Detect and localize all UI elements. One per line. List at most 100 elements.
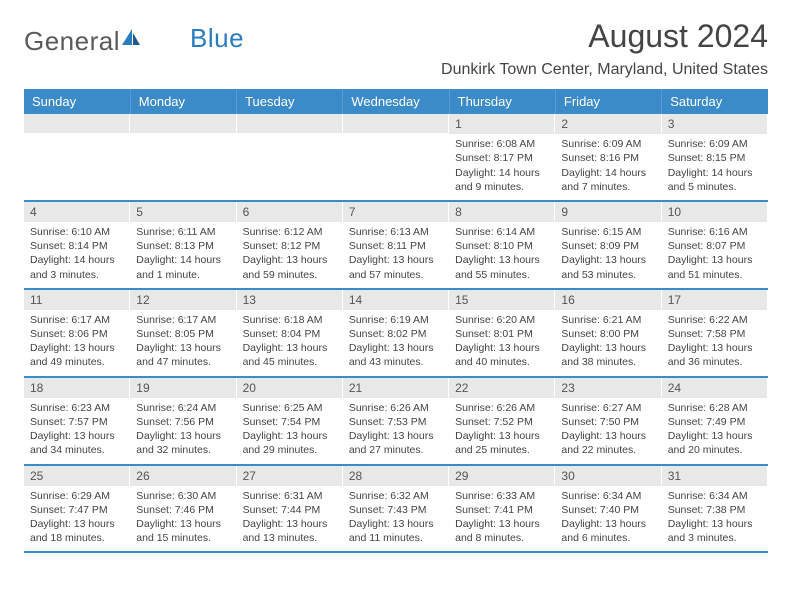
day-cell: 24Sunrise: 6:28 AMSunset: 7:49 PMDayligh… <box>662 377 768 465</box>
day-number: 16 <box>555 290 661 310</box>
day-content: Sunrise: 6:21 AMSunset: 8:00 PMDaylight:… <box>555 310 661 376</box>
day-cell: 18Sunrise: 6:23 AMSunset: 7:57 PMDayligh… <box>24 377 130 465</box>
day-cell: 15Sunrise: 6:20 AMSunset: 8:01 PMDayligh… <box>449 289 555 377</box>
day-number: 8 <box>449 202 555 222</box>
day-header-sun: Sunday <box>24 89 130 114</box>
day-cell: 7Sunrise: 6:13 AMSunset: 8:11 PMDaylight… <box>343 201 449 289</box>
logo: General Blue <box>24 26 244 57</box>
day-number: 1 <box>449 114 555 134</box>
day-content: Sunrise: 6:29 AMSunset: 7:47 PMDaylight:… <box>24 486 130 552</box>
day-number: 22 <box>449 378 555 398</box>
empty-day <box>130 114 236 133</box>
day-content: Sunrise: 6:19 AMSunset: 8:02 PMDaylight:… <box>343 310 449 376</box>
empty-day <box>24 114 130 133</box>
day-number: 21 <box>343 378 449 398</box>
day-content: Sunrise: 6:20 AMSunset: 8:01 PMDaylight:… <box>449 310 555 376</box>
empty-day <box>343 114 449 133</box>
month-title: August 2024 <box>441 18 768 55</box>
day-number: 3 <box>662 114 768 134</box>
day-cell: 19Sunrise: 6:24 AMSunset: 7:56 PMDayligh… <box>130 377 236 465</box>
day-content: Sunrise: 6:13 AMSunset: 8:11 PMDaylight:… <box>343 222 449 288</box>
day-cell <box>343 114 449 201</box>
day-cell: 3Sunrise: 6:09 AMSunset: 8:15 PMDaylight… <box>662 114 768 201</box>
day-number: 18 <box>24 378 130 398</box>
day-content: Sunrise: 6:26 AMSunset: 7:53 PMDaylight:… <box>343 398 449 464</box>
day-content: Sunrise: 6:14 AMSunset: 8:10 PMDaylight:… <box>449 222 555 288</box>
day-content: Sunrise: 6:32 AMSunset: 7:43 PMDaylight:… <box>343 486 449 552</box>
day-content: Sunrise: 6:34 AMSunset: 7:40 PMDaylight:… <box>555 486 661 552</box>
day-content: Sunrise: 6:25 AMSunset: 7:54 PMDaylight:… <box>237 398 343 464</box>
day-number: 26 <box>130 466 236 486</box>
day-number: 25 <box>24 466 130 486</box>
day-cell: 5Sunrise: 6:11 AMSunset: 8:13 PMDaylight… <box>130 201 236 289</box>
day-content: Sunrise: 6:17 AMSunset: 8:05 PMDaylight:… <box>130 310 236 376</box>
day-cell: 20Sunrise: 6:25 AMSunset: 7:54 PMDayligh… <box>237 377 343 465</box>
day-number: 2 <box>555 114 661 134</box>
week-row: 4Sunrise: 6:10 AMSunset: 8:14 PMDaylight… <box>24 201 768 289</box>
day-header-tue: Tuesday <box>237 89 343 114</box>
day-content: Sunrise: 6:11 AMSunset: 8:13 PMDaylight:… <box>130 222 236 288</box>
day-number: 13 <box>237 290 343 310</box>
day-cell: 28Sunrise: 6:32 AMSunset: 7:43 PMDayligh… <box>343 465 449 553</box>
day-cell: 1Sunrise: 6:08 AMSunset: 8:17 PMDaylight… <box>449 114 555 201</box>
day-number: 5 <box>130 202 236 222</box>
day-content: Sunrise: 6:27 AMSunset: 7:50 PMDaylight:… <box>555 398 661 464</box>
day-number: 12 <box>130 290 236 310</box>
header: General Blue August 2024 Dunkirk Town Ce… <box>24 18 768 89</box>
sail-icon <box>120 27 142 54</box>
day-content: Sunrise: 6:09 AMSunset: 8:16 PMDaylight:… <box>555 134 661 200</box>
day-content: Sunrise: 6:15 AMSunset: 8:09 PMDaylight:… <box>555 222 661 288</box>
day-cell: 30Sunrise: 6:34 AMSunset: 7:40 PMDayligh… <box>555 465 661 553</box>
day-cell: 21Sunrise: 6:26 AMSunset: 7:53 PMDayligh… <box>343 377 449 465</box>
day-number: 17 <box>662 290 768 310</box>
day-content: Sunrise: 6:16 AMSunset: 8:07 PMDaylight:… <box>662 222 768 288</box>
day-header-row: Sunday Monday Tuesday Wednesday Thursday… <box>24 89 768 114</box>
day-number: 24 <box>662 378 768 398</box>
day-number: 31 <box>662 466 768 486</box>
calendar-body: 1Sunrise: 6:08 AMSunset: 8:17 PMDaylight… <box>24 114 768 552</box>
day-cell: 10Sunrise: 6:16 AMSunset: 8:07 PMDayligh… <box>662 201 768 289</box>
day-content: Sunrise: 6:30 AMSunset: 7:46 PMDaylight:… <box>130 486 236 552</box>
week-row: 25Sunrise: 6:29 AMSunset: 7:47 PMDayligh… <box>24 465 768 553</box>
day-cell: 29Sunrise: 6:33 AMSunset: 7:41 PMDayligh… <box>449 465 555 553</box>
day-cell: 27Sunrise: 6:31 AMSunset: 7:44 PMDayligh… <box>237 465 343 553</box>
day-header-mon: Monday <box>130 89 236 114</box>
empty-day <box>237 114 343 133</box>
day-number: 7 <box>343 202 449 222</box>
day-number: 20 <box>237 378 343 398</box>
week-row: 1Sunrise: 6:08 AMSunset: 8:17 PMDaylight… <box>24 114 768 201</box>
day-cell: 2Sunrise: 6:09 AMSunset: 8:16 PMDaylight… <box>555 114 661 201</box>
day-content: Sunrise: 6:28 AMSunset: 7:49 PMDaylight:… <box>662 398 768 464</box>
day-cell <box>24 114 130 201</box>
day-cell: 8Sunrise: 6:14 AMSunset: 8:10 PMDaylight… <box>449 201 555 289</box>
day-cell: 14Sunrise: 6:19 AMSunset: 8:02 PMDayligh… <box>343 289 449 377</box>
day-cell: 22Sunrise: 6:26 AMSunset: 7:52 PMDayligh… <box>449 377 555 465</box>
day-number: 4 <box>24 202 130 222</box>
logo-text-gray: General <box>24 26 120 57</box>
day-header-thu: Thursday <box>449 89 555 114</box>
day-number: 10 <box>662 202 768 222</box>
day-number: 6 <box>237 202 343 222</box>
day-cell: 23Sunrise: 6:27 AMSunset: 7:50 PMDayligh… <box>555 377 661 465</box>
day-content: Sunrise: 6:22 AMSunset: 7:58 PMDaylight:… <box>662 310 768 376</box>
week-row: 18Sunrise: 6:23 AMSunset: 7:57 PMDayligh… <box>24 377 768 465</box>
day-number: 9 <box>555 202 661 222</box>
day-content: Sunrise: 6:23 AMSunset: 7:57 PMDaylight:… <box>24 398 130 464</box>
day-content: Sunrise: 6:17 AMSunset: 8:06 PMDaylight:… <box>24 310 130 376</box>
day-number: 27 <box>237 466 343 486</box>
calendar-table: Sunday Monday Tuesday Wednesday Thursday… <box>24 89 768 553</box>
day-number: 11 <box>24 290 130 310</box>
day-cell: 31Sunrise: 6:34 AMSunset: 7:38 PMDayligh… <box>662 465 768 553</box>
day-cell: 4Sunrise: 6:10 AMSunset: 8:14 PMDaylight… <box>24 201 130 289</box>
day-cell: 11Sunrise: 6:17 AMSunset: 8:06 PMDayligh… <box>24 289 130 377</box>
day-number: 30 <box>555 466 661 486</box>
day-content: Sunrise: 6:26 AMSunset: 7:52 PMDaylight:… <box>449 398 555 464</box>
day-content: Sunrise: 6:33 AMSunset: 7:41 PMDaylight:… <box>449 486 555 552</box>
day-cell: 16Sunrise: 6:21 AMSunset: 8:00 PMDayligh… <box>555 289 661 377</box>
day-cell: 9Sunrise: 6:15 AMSunset: 8:09 PMDaylight… <box>555 201 661 289</box>
day-cell: 17Sunrise: 6:22 AMSunset: 7:58 PMDayligh… <box>662 289 768 377</box>
day-cell: 26Sunrise: 6:30 AMSunset: 7:46 PMDayligh… <box>130 465 236 553</box>
day-content: Sunrise: 6:08 AMSunset: 8:17 PMDaylight:… <box>449 134 555 200</box>
day-content: Sunrise: 6:31 AMSunset: 7:44 PMDaylight:… <box>237 486 343 552</box>
day-cell: 12Sunrise: 6:17 AMSunset: 8:05 PMDayligh… <box>130 289 236 377</box>
